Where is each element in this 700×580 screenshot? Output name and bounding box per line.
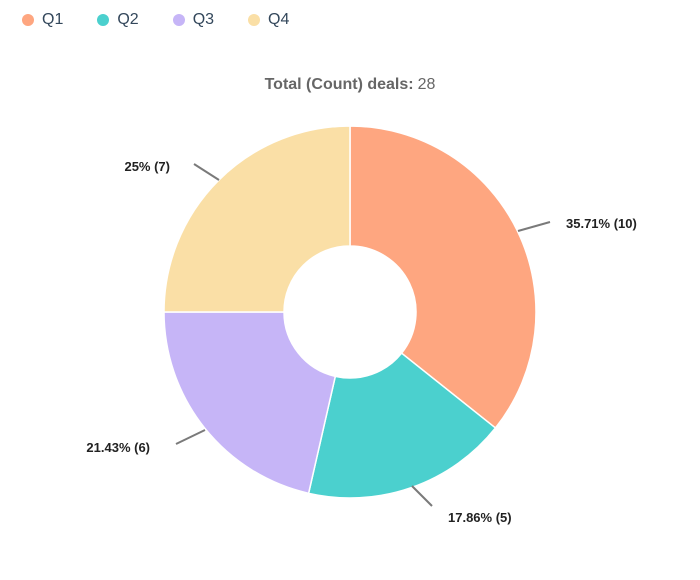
legend-swatch-q2: [97, 14, 110, 26]
leader-line-q4: [193, 163, 220, 181]
legend-item-q3[interactable]: Q3: [172, 11, 215, 29]
legend-label-q2: Q2: [117, 11, 139, 28]
legend-item-q4[interactable]: Q4: [248, 11, 289, 29]
slice-q2[interactable]: [307, 352, 497, 499]
total-label: Total (Count) deals:: [264, 76, 414, 93]
slice-q3[interactable]: [163, 311, 337, 495]
legend-swatch-q1: [22, 14, 34, 26]
chart-total: Total (Count) deals: 28: [0, 76, 700, 94]
legend-item-q2[interactable]: Q2: [97, 11, 139, 29]
data-label-q3: 21.43% (6): [86, 440, 150, 455]
slice-q1[interactable]: [349, 125, 537, 430]
legend-swatch-q3: [172, 14, 185, 26]
leader-line-q1: [517, 221, 551, 232]
legend-label-q1: Q1: [42, 11, 64, 28]
total-value: 28: [417, 76, 436, 93]
legend-item-q1[interactable]: Q1: [22, 11, 63, 29]
legend-label-q4: Q4: [268, 11, 290, 28]
data-label-q4: 25% (7): [124, 159, 170, 174]
data-label-q2: 17.86% (5): [448, 510, 512, 525]
data-label-q1: 35.71% (10): [566, 216, 637, 231]
leader-line-q3: [175, 429, 206, 445]
slice-q4[interactable]: [163, 125, 351, 313]
legend: Q1 Q2 Q3 Q4: [22, 11, 289, 29]
legend-label-q3: Q3: [192, 11, 215, 28]
leader-line-q2: [411, 485, 433, 507]
legend-swatch-q4: [248, 14, 261, 26]
